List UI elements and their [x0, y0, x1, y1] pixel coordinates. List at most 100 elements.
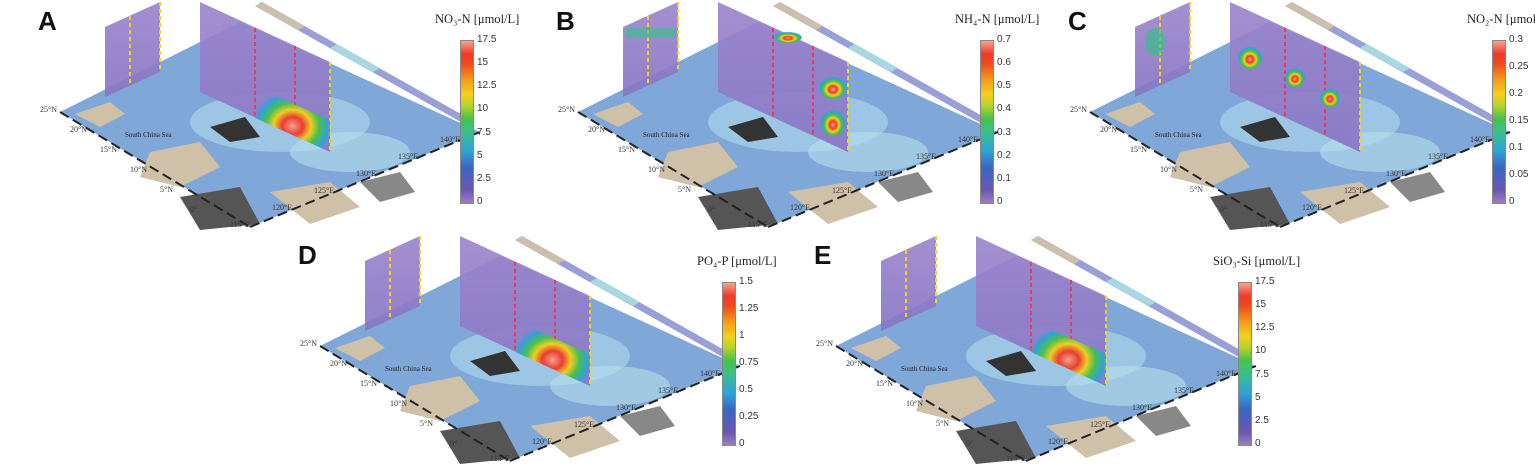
colorbar-tick: 15 [477, 57, 489, 69]
colorbar-tick: 0.5 [997, 80, 1011, 92]
lat-label: 20°N [70, 125, 87, 134]
section-west [623, 2, 678, 97]
panel-d: 25°N 20°N 15°N 10°N 5°N 0° 115°E 120°E 125°E 130°… [290, 236, 777, 466]
colorbar-tick: 10 [1255, 345, 1267, 357]
lon-label: 125°E [314, 186, 334, 195]
lat-label: 0° [708, 205, 715, 214]
colorbar [980, 40, 994, 204]
lat-label: 15°N [1130, 145, 1147, 154]
colorbar-tick: 15 [1255, 299, 1267, 311]
panel-e: 25°N 20°N 15°N 10°N 5°N 0° 115°E 120°E 125°E 130°… [806, 236, 1300, 466]
concentration-field [1145, 28, 1340, 107]
lon-label: 130°E [356, 169, 376, 178]
sea-label: South China Sea [1155, 131, 1203, 139]
sea-label: South China Sea [643, 131, 691, 139]
colorbar-tick: 0.25 [1509, 61, 1529, 72]
section-west [365, 236, 420, 331]
lon-label: 140°E [958, 135, 978, 144]
lon-label: 120°E [532, 437, 552, 446]
colorbar-tick: 12.5 [477, 80, 497, 92]
lat-label: 0° [190, 205, 197, 214]
colorbar-tick: 0.25 [739, 411, 759, 422]
lat-label: 25°N [40, 105, 57, 114]
colorbar-tick: 0 [739, 438, 745, 449]
colorbar [460, 40, 474, 204]
lat-label: 20°N [330, 359, 347, 368]
lat-label: 5°N [1190, 185, 1203, 194]
colorbar-title: NO₃-N [μmol/L] [435, 12, 520, 26]
lon-label: 130°E [616, 403, 636, 412]
lat-label: 25°N [1070, 105, 1087, 114]
concentration-field [255, 87, 330, 152]
colorbar-tick: 0.1 [1509, 142, 1523, 153]
concentration-field [1031, 321, 1106, 386]
map-3d-view: 25°N 20°N 15°N 10°N 5°N 0° 115°E 120°E 125°E 130°… [40, 2, 481, 230]
concentration-field [626, 28, 847, 136]
sea-label: South China Sea [125, 131, 173, 139]
lon-label: 125°E [832, 186, 852, 195]
map-3d-view: 25°N 20°N 15°N 10°N 5°N 0° 115°E 120°E 125°E 130°… [816, 236, 1257, 464]
sea-label: South China Sea [901, 365, 949, 373]
lon-label: 120°E [1302, 203, 1322, 212]
panel-letter: D [298, 240, 317, 270]
lon-label: 115°E [490, 454, 510, 463]
lat-label: 10°N [1160, 165, 1177, 174]
colorbar-tick: 12.5 [1255, 322, 1275, 334]
colorbar [1238, 282, 1252, 446]
lon-label: 125°E [1090, 420, 1110, 429]
colorbar-tick: 0.1 [997, 172, 1011, 184]
concentration-field [515, 321, 590, 386]
colorbar-tick: 0.5 [739, 384, 753, 395]
colorbar-tick: 2.5 [477, 172, 491, 184]
panel-letter: E [814, 240, 832, 270]
colorbar-tick: 0.3 [997, 126, 1011, 138]
colorbar-tick: 0 [477, 196, 483, 207]
colorbar [722, 282, 736, 446]
lon-label: 135°E [1174, 386, 1194, 395]
lon-label: 130°E [1386, 169, 1406, 178]
lat-label: 10°N [906, 399, 923, 408]
colorbar-tick: 17.5 [477, 34, 497, 45]
sea-label: South China Sea [385, 365, 433, 373]
lat-label: 10°N [390, 399, 407, 408]
lat-label: 15°N [618, 145, 635, 154]
lon-label: 115°E [230, 220, 250, 229]
landmass [593, 102, 933, 230]
colorbar-tick: 0.05 [1509, 169, 1529, 180]
lat-label: 25°N [816, 339, 833, 348]
lon-label: 120°E [1048, 437, 1068, 446]
colorbar-tick: 0.7 [997, 34, 1011, 45]
lon-label: 135°E [916, 152, 936, 161]
colorbar-tick: 0.2 [1509, 88, 1523, 99]
panel-letter: A [38, 6, 57, 36]
lon-label: 115°E [1260, 220, 1280, 229]
colorbar [1492, 40, 1506, 204]
lat-label: 0° [966, 439, 973, 448]
lon-label: 115°E [748, 220, 768, 229]
colorbar-tick: 0.15 [1509, 115, 1529, 126]
colorbar-tick: 2.5 [1255, 414, 1269, 426]
lat-label: 20°N [588, 125, 605, 134]
colorbar-title: PO₄-P [μmol/L] [697, 254, 777, 268]
colorbar-tick: 0 [1255, 438, 1261, 449]
landmass [1105, 102, 1445, 230]
lon-label: 130°E [874, 169, 894, 178]
lat-label: 15°N [876, 379, 893, 388]
map-3d-view: 25°N 20°N 15°N 10°N 5°N 0° 115°E 120°E 125°E 130°… [300, 236, 741, 464]
lat-label: 0° [1220, 205, 1227, 214]
lat-label: 5°N [160, 185, 173, 194]
colorbar-tick: 17.5 [1255, 276, 1275, 287]
colorbar-tick: 0.4 [997, 103, 1011, 115]
lon-label: 135°E [1428, 152, 1448, 161]
panel-letter: C [1068, 6, 1087, 36]
lon-label: 140°E [1216, 369, 1236, 378]
landmass [335, 336, 675, 464]
colorbar-tick: 5 [1255, 391, 1261, 403]
panel-c: 25°N 20°N 15°N 10°N 5°N 0° 115°E 120°E 125°E 130°… [1060, 2, 1535, 232]
lat-label: 5°N [936, 419, 949, 428]
lon-label: 140°E [1470, 135, 1490, 144]
lat-label: 20°N [1100, 125, 1117, 134]
map-3d-view: 25°N 20°N 15°N 10°N 5°N 0° 115°E 120°E 125°E 130°… [558, 2, 999, 230]
colorbar-tick: 0 [997, 196, 1003, 207]
colorbar-tick: 0.3 [1509, 34, 1523, 45]
